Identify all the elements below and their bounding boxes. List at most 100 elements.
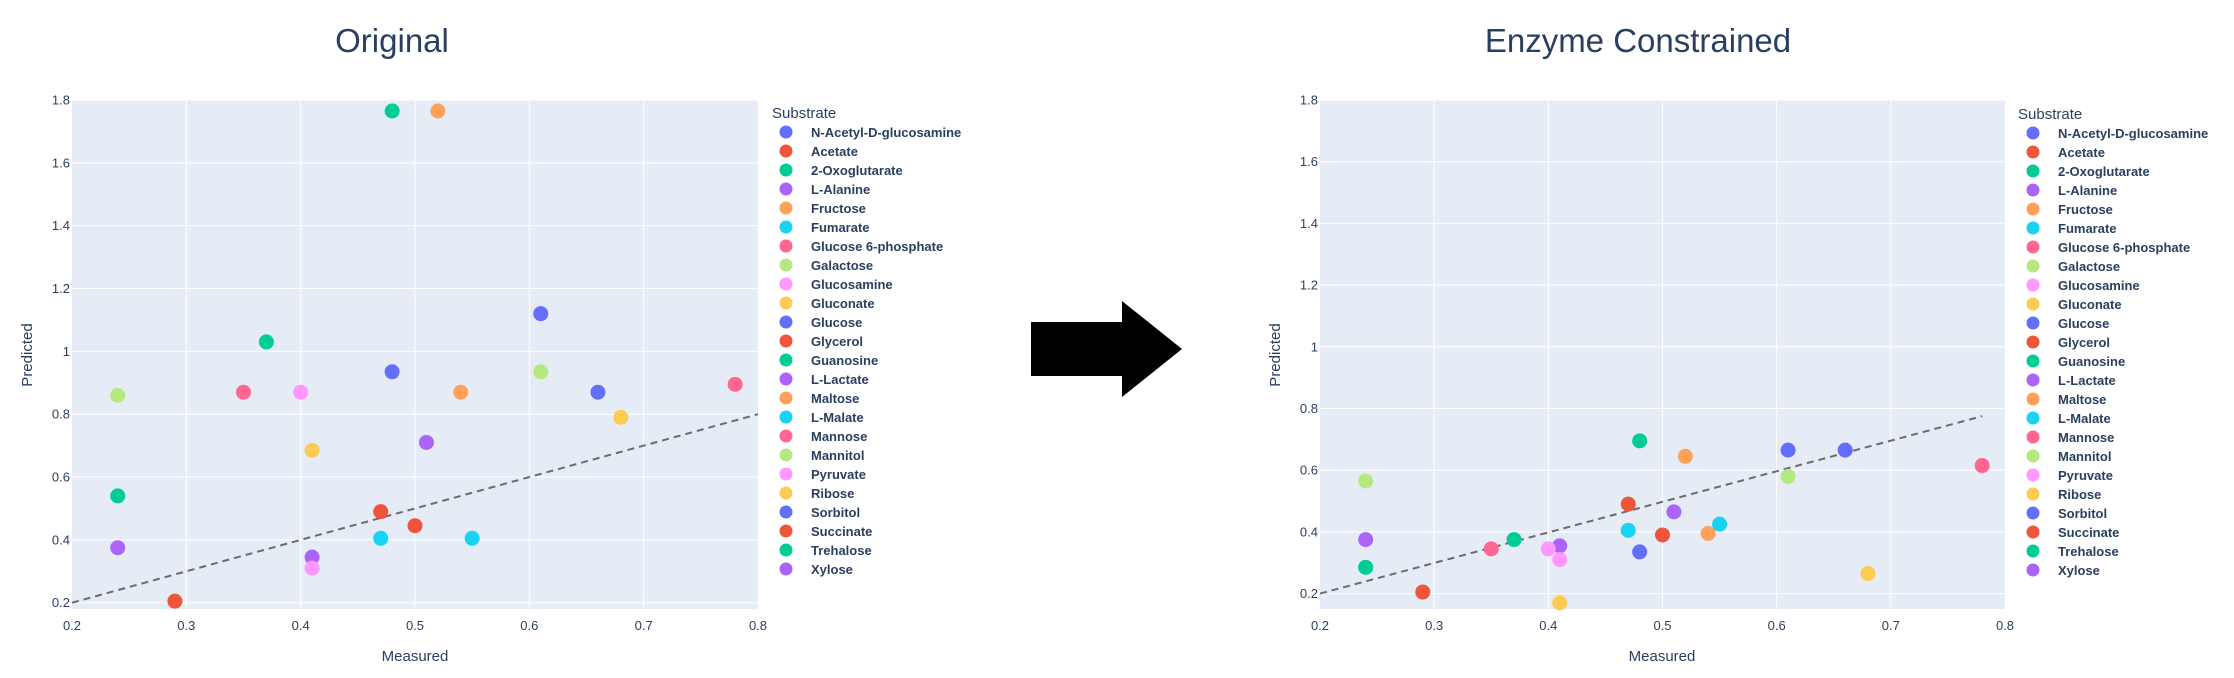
legend-item-label[interactable]: Gluconate — [2058, 297, 2122, 312]
data-point[interactable] — [430, 103, 446, 119]
legend-item-label[interactable]: Glucosamine — [2058, 278, 2140, 293]
data-point[interactable] — [373, 530, 389, 546]
data-point[interactable] — [533, 306, 549, 322]
y-tick-label: 1 — [63, 344, 70, 359]
legend-item-label[interactable]: Mannitol — [2058, 449, 2111, 464]
legend-item-label[interactable]: L-Alanine — [2058, 183, 2117, 198]
data-point[interactable] — [1677, 448, 1693, 464]
data-point[interactable] — [1632, 544, 1648, 560]
legend-item-label[interactable]: Sorbitol — [2058, 506, 2107, 521]
legend-item-label[interactable]: Guanosine — [811, 353, 878, 368]
data-point[interactable] — [1415, 584, 1431, 600]
legend-marker — [2026, 392, 2040, 406]
data-point[interactable] — [373, 504, 389, 520]
legend-item-label[interactable]: Sorbitol — [811, 505, 860, 520]
data-point[interactable] — [167, 593, 183, 609]
legend-item-label[interactable]: N-Acetyl-D-glucosamine — [811, 125, 961, 140]
data-point[interactable] — [1552, 538, 1568, 554]
data-point[interactable] — [1974, 458, 1990, 474]
data-point[interactable] — [407, 518, 423, 534]
data-point[interactable] — [1552, 552, 1568, 568]
legend-item-label[interactable]: Succinate — [811, 524, 872, 539]
legend-item-label[interactable]: Glucose 6-phosphate — [811, 239, 943, 254]
legend-item-label[interactable]: Glycerol — [811, 334, 863, 349]
data-point[interactable] — [1655, 527, 1670, 543]
legend-item-label[interactable]: Fumarate — [2058, 221, 2117, 236]
legend-item-label[interactable]: Maltose — [811, 391, 859, 406]
legend-item-label[interactable]: Galactose — [811, 258, 873, 273]
data-point[interactable] — [1358, 532, 1374, 548]
legend-item-label[interactable]: Glucosamine — [811, 277, 893, 292]
legend-item-label[interactable]: Glucose 6-phosphate — [2058, 240, 2190, 255]
legend-item-label[interactable]: Mannose — [2058, 430, 2114, 445]
data-point[interactable] — [384, 364, 400, 380]
legend-item-label[interactable]: Ribose — [2058, 487, 2101, 502]
legend-item-label[interactable]: Mannitol — [811, 448, 864, 463]
data-point[interactable] — [110, 488, 126, 504]
data-point[interactable] — [1712, 516, 1728, 532]
data-point[interactable] — [533, 364, 549, 380]
legend-item-label[interactable]: Glucose — [811, 315, 862, 330]
data-point[interactable] — [110, 387, 126, 403]
legend-item-label[interactable]: Gluconate — [811, 296, 875, 311]
data-point[interactable] — [1837, 442, 1853, 458]
data-point[interactable] — [453, 384, 469, 400]
legend-item-label[interactable]: Xylose — [2058, 563, 2100, 578]
data-point[interactable] — [418, 434, 434, 450]
legend-item-label[interactable]: Acetate — [2058, 145, 2105, 160]
legend-item-label[interactable]: N-Acetyl-D-glucosamine — [2058, 126, 2208, 141]
data-point[interactable] — [727, 376, 743, 392]
data-point[interactable] — [110, 540, 126, 556]
legend-item-label[interactable]: Glycerol — [2058, 335, 2110, 350]
legend-item-label[interactable]: L-Malate — [811, 410, 864, 425]
legend-item-label[interactable]: Fructose — [811, 201, 866, 216]
legend-item-label[interactable]: Pyruvate — [811, 467, 866, 482]
legend-item-label[interactable]: L-Lactate — [811, 372, 869, 387]
data-point[interactable] — [1506, 532, 1522, 548]
data-point[interactable] — [384, 103, 400, 119]
data-point[interactable] — [590, 384, 606, 400]
legend-item-label[interactable]: Mannose — [811, 429, 867, 444]
data-point[interactable] — [1552, 595, 1568, 611]
legend-item-label[interactable]: Maltose — [2058, 392, 2106, 407]
legend-item-label[interactable]: Fumarate — [811, 220, 870, 235]
legend-item-label[interactable]: Acetate — [811, 144, 858, 159]
data-point[interactable] — [236, 384, 251, 400]
legend-item-label[interactable]: Guanosine — [2058, 354, 2125, 369]
data-point[interactable] — [1483, 541, 1499, 557]
legend-item-label[interactable]: Trehalose — [811, 543, 872, 558]
legend-item-label[interactable]: 2-Oxoglutarate — [2058, 164, 2150, 179]
legend-item-label[interactable]: Ribose — [811, 486, 854, 501]
legend-marker — [2026, 354, 2040, 368]
data-point[interactable] — [1780, 442, 1796, 458]
legend-marker — [779, 372, 793, 386]
legend-item-label[interactable]: Fructose — [2058, 202, 2113, 217]
data-point[interactable] — [613, 409, 629, 425]
data-point[interactable] — [1620, 522, 1636, 538]
data-point[interactable] — [1700, 525, 1716, 541]
data-point[interactable] — [1358, 473, 1374, 489]
data-point[interactable] — [1632, 433, 1648, 449]
data-point[interactable] — [293, 384, 309, 400]
legend-item-label[interactable]: Trehalose — [2058, 544, 2119, 559]
legend-item-label[interactable]: Glucose — [2058, 316, 2109, 331]
data-point[interactable] — [1666, 504, 1682, 520]
legend-item-label[interactable]: L-Lactate — [2058, 373, 2116, 388]
data-point[interactable] — [1620, 496, 1636, 512]
legend-item-label[interactable]: Succinate — [2058, 525, 2119, 540]
legend-item-label[interactable]: Galactose — [2058, 259, 2120, 274]
legend-item-label[interactable]: L-Alanine — [811, 182, 870, 197]
legend-item-label[interactable]: Pyruvate — [2058, 468, 2113, 483]
data-point[interactable] — [304, 442, 320, 458]
legend-item-label[interactable]: L-Malate — [2058, 411, 2111, 426]
data-point[interactable] — [304, 549, 320, 565]
data-point[interactable] — [1860, 566, 1876, 582]
data-point[interactable] — [1540, 541, 1556, 557]
data-point[interactable] — [1780, 468, 1796, 484]
data-point[interactable] — [258, 334, 274, 350]
legend-item-label[interactable]: Xylose — [811, 562, 853, 577]
data-point[interactable] — [464, 530, 480, 546]
data-point[interactable] — [1358, 559, 1374, 575]
data-point[interactable] — [304, 560, 320, 576]
legend-item-label[interactable]: 2-Oxoglutarate — [811, 163, 903, 178]
